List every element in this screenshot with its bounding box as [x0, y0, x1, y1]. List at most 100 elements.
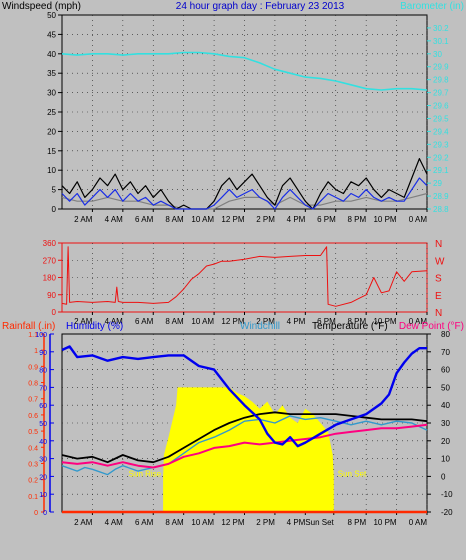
rainfall-tick-label: 0.2 — [28, 478, 38, 485]
barometer-tick-label: 29.4 — [433, 127, 449, 136]
wind-x-tick-label: 12 PM — [221, 215, 244, 224]
wind-x-tick-label: 10 AM — [191, 215, 214, 224]
solar-area — [163, 387, 334, 512]
windspeed-tick-label: 50 — [47, 11, 56, 20]
compass-label: N — [435, 308, 442, 319]
temperature-tick-label: 60 — [441, 366, 450, 375]
wind-gust-line — [61, 158, 428, 210]
windchill-line — [61, 415, 428, 476]
rainfall-tick-label: 1.1 — [28, 332, 38, 339]
rainfall-tick-label: 0.1 — [28, 494, 38, 501]
temperature-line — [61, 411, 428, 464]
wind-x-tick-label: 2 PM — [256, 215, 275, 224]
humidity-tick-label: 20 — [39, 474, 47, 481]
rainfall-tick-label: 0.7 — [28, 397, 38, 404]
direction-x-tick-label: 10 PM — [373, 317, 396, 326]
wind-x-tick-label: 10 PM — [373, 215, 396, 224]
dewpoint-label: Dew Point (°F) — [399, 321, 464, 332]
barometer-tick-label: 29 — [433, 179, 442, 188]
rainfall-tick-label: 0.6 — [28, 413, 38, 420]
direction-tick-label: 90 — [47, 291, 56, 300]
barometer-axis-label: Barometer (in) — [400, 1, 464, 12]
direction-x-tick-label: 0 AM — [409, 317, 428, 326]
temperature-tick-label: -20 — [441, 508, 453, 517]
direction-x-tick-label: 2 PM — [256, 317, 275, 326]
temperature-x-tick-label: 8 PM — [347, 518, 366, 527]
temperature-x-tick-label: 4 PM — [287, 518, 306, 527]
barometer-tick-label: 30.1 — [433, 37, 449, 46]
rainfall-tick-label: 1 — [34, 348, 38, 355]
temperature-tick-label: 20 — [441, 437, 450, 446]
temperature-tick-label: 70 — [441, 348, 450, 357]
rainfall-tick-label: 0.4 — [28, 445, 38, 452]
temperature-x-tick-label: 6 AM — [135, 518, 154, 527]
temperature-tick-label: 50 — [441, 383, 450, 392]
windspeed-axis-label: Windspeed (mph) — [2, 1, 81, 12]
wind-x-tick-label: 6 PM — [317, 215, 336, 224]
temperature-x-tick-label: 10 PM — [373, 518, 396, 527]
temperature-x-tick-label: 4 AM — [105, 518, 124, 527]
direction-x-tick-label: 4 AM — [105, 317, 124, 326]
direction-x-tick-label: 6 PM — [317, 317, 336, 326]
barometer-tick-label: 29.5 — [433, 114, 449, 123]
rainfall-tick-label: 0 — [34, 510, 38, 517]
wind-x-tick-label: 2 AM — [74, 215, 93, 224]
rainfall-tick-label: 0.3 — [28, 461, 38, 468]
rainfall-axis-label: Rainfall (.in) — [2, 321, 55, 332]
windspeed-tick-label: 35 — [47, 69, 56, 78]
humidity-tick-label: 30 — [39, 457, 47, 464]
temperature-tick-label: 40 — [441, 401, 450, 410]
humidity-tick-label: 0 — [43, 510, 47, 517]
barometer-tick-label: 28.8 — [433, 205, 449, 214]
humidity-tick-label: 90 — [39, 350, 47, 357]
humidity-tick-label: 50 — [39, 421, 47, 428]
windspeed-tick-label: 5 — [52, 186, 57, 195]
windspeed-tick-label: 10 — [47, 166, 56, 175]
sunset-annotation: Sun Set — [338, 469, 367, 478]
wind-x-tick-label: 8 AM — [165, 215, 184, 224]
humidity-tick-label: 80 — [39, 368, 47, 375]
wind-x-tick-label: 4 PM — [287, 215, 306, 224]
barometer-tick-label: 29.7 — [433, 89, 449, 98]
barometer-tick-label: 29.9 — [433, 63, 449, 72]
barometer-tick-label: 29.3 — [433, 140, 449, 149]
humidity-tick-label: 60 — [39, 403, 47, 410]
compass-label: N — [435, 239, 442, 250]
compass-label: E — [435, 291, 442, 302]
temperature-tick-label: 0 — [441, 472, 446, 481]
compass-label: W — [435, 256, 445, 267]
temperature-x-tick-label: 12 PM — [221, 518, 244, 527]
rainfall-tick-label: 0.5 — [28, 429, 38, 436]
windspeed-tick-label: 20 — [47, 127, 56, 136]
temperature-x-tick-label: 10 AM — [191, 518, 214, 527]
barometer-tick-label: 28.9 — [433, 192, 449, 201]
direction-x-tick-label: 6 AM — [135, 317, 154, 326]
temperature-x-tick-label: 2 PM — [256, 518, 275, 527]
barometer-tick-label: 30 — [433, 50, 442, 59]
direction-tick-label: 180 — [43, 274, 57, 283]
temperature-x-tick-label: 2 AM — [74, 518, 93, 527]
temperature-axis-label: Temperature (°F) — [312, 321, 388, 332]
direction-x-tick-label: 10 AM — [191, 317, 214, 326]
sunrise-annotation: Sun Rise — [129, 469, 162, 478]
windspeed-tick-label: 30 — [47, 89, 56, 98]
temperature-x-tick-label: 0 AM — [409, 518, 428, 527]
direction-x-tick-label: 8 PM — [347, 317, 366, 326]
windspeed-tick-label: 45 — [47, 30, 56, 39]
direction-tick-label: 360 — [43, 239, 57, 248]
windspeed-tick-label: 0 — [52, 205, 57, 214]
chart-title: 24 hour graph day : February 23 2013 — [176, 1, 345, 12]
windspeed-tick-label: 25 — [47, 108, 56, 117]
direction-tick-label: 270 — [43, 256, 57, 265]
rainfall-tick-label: 0.9 — [28, 364, 38, 371]
wind-direction-line — [61, 246, 428, 307]
humidity-tick-label: 40 — [39, 439, 47, 446]
barometer-tick-label: 30.2 — [433, 24, 449, 33]
barometer-tick-label: 29.6 — [433, 102, 449, 111]
wind-x-tick-label: 0 AM — [409, 215, 428, 224]
dew-point-line — [61, 423, 428, 469]
temperature-tick-label: 30 — [441, 419, 450, 428]
humidity-tick-label: 10 — [39, 492, 47, 499]
rainfall-tick-label: 0.8 — [28, 381, 38, 388]
